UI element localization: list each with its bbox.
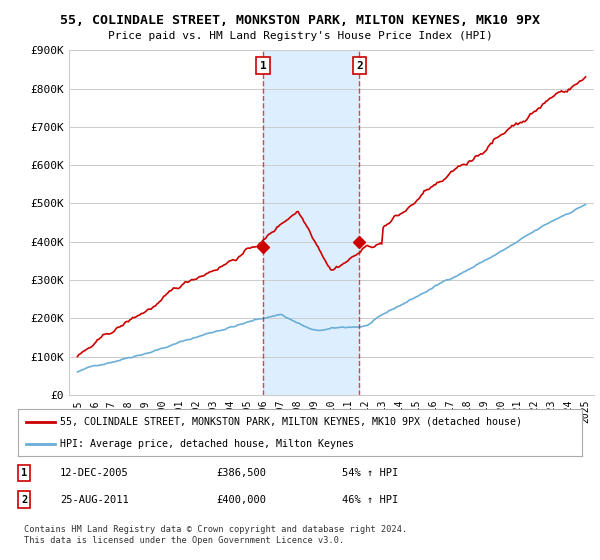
Text: 1: 1 xyxy=(260,60,266,71)
Text: Price paid vs. HM Land Registry's House Price Index (HPI): Price paid vs. HM Land Registry's House … xyxy=(107,31,493,41)
Text: Contains HM Land Registry data © Crown copyright and database right 2024.
This d: Contains HM Land Registry data © Crown c… xyxy=(24,525,407,545)
Text: 1: 1 xyxy=(21,468,27,478)
Text: 25-AUG-2011: 25-AUG-2011 xyxy=(60,494,129,505)
Text: 54% ↑ HPI: 54% ↑ HPI xyxy=(342,468,398,478)
Text: 2: 2 xyxy=(356,60,363,71)
Text: HPI: Average price, detached house, Milton Keynes: HPI: Average price, detached house, Milt… xyxy=(60,438,354,449)
Bar xyxy=(263,50,359,395)
Text: £400,000: £400,000 xyxy=(216,494,266,505)
Text: 2: 2 xyxy=(21,494,27,505)
Text: 55, COLINDALE STREET, MONKSTON PARK, MILTON KEYNES, MK10 9PX (detached house): 55, COLINDALE STREET, MONKSTON PARK, MIL… xyxy=(60,417,522,427)
Text: 12-DEC-2005: 12-DEC-2005 xyxy=(60,468,129,478)
Text: 46% ↑ HPI: 46% ↑ HPI xyxy=(342,494,398,505)
Text: 55, COLINDALE STREET, MONKSTON PARK, MILTON KEYNES, MK10 9PX: 55, COLINDALE STREET, MONKSTON PARK, MIL… xyxy=(60,14,540,27)
Text: £386,500: £386,500 xyxy=(216,468,266,478)
